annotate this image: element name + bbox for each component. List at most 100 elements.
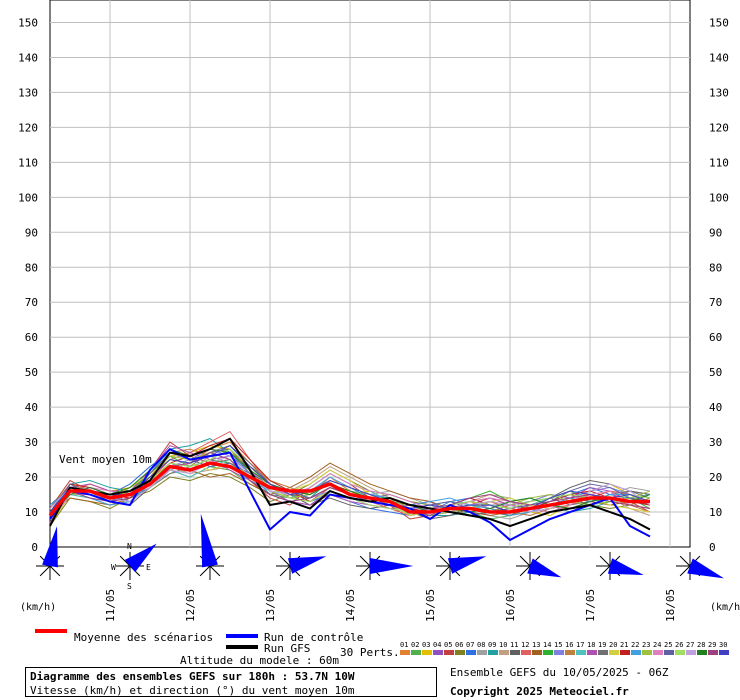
chart-subtitle: Vitesse (km/h) et direction (°) du vent … (30, 684, 355, 697)
rose-letter-n: N (127, 542, 132, 551)
annotation-vent-moyen: Vent moyen 10m (59, 453, 152, 466)
pert-legend-number: 24 (653, 641, 661, 649)
y-tick-label-left: 120 (18, 121, 38, 134)
pert-legend-number: 08 (477, 641, 485, 649)
pert-legend-swatch (510, 650, 520, 655)
mean-line (48, 461, 650, 517)
y-tick-label-left: 70 (25, 296, 38, 309)
rose-spoke (439, 565, 451, 577)
pert-legend-number: 21 (620, 641, 628, 649)
y-tick-label-left: 150 (18, 16, 38, 29)
pert-legend-number: 20 (609, 641, 617, 649)
ensemble-run-info: Ensemble GEFS du 10/05/2025 - 06Z (450, 666, 669, 679)
pert-legend-swatch (587, 650, 597, 655)
y-tick-label-right: 70 (709, 296, 722, 309)
pert-legend-swatch (697, 650, 707, 655)
pert-legend-swatch (631, 650, 641, 655)
pert-legend-swatch (455, 650, 465, 655)
pert-legend-number: 11 (510, 641, 518, 649)
pert-legend-number: 13 (532, 641, 540, 649)
legend-control-swatch (226, 634, 258, 638)
y-tick-label-right: 50 (709, 366, 722, 379)
pert-legend-number: 17 (576, 641, 584, 649)
wind-rose (196, 513, 224, 580)
rose-letter-w: W (111, 563, 116, 572)
model-altitude: Altitude du modele : 60m (180, 654, 339, 667)
pert-legend-swatch (466, 650, 476, 655)
wind-direction-wedge (124, 543, 157, 573)
pert-legend-swatch (554, 650, 564, 655)
wind-direction-wedge (200, 513, 218, 568)
pert-legend-swatch (499, 650, 509, 655)
y-tick-label-right: 20 (709, 471, 722, 484)
legend-control-label: Run de contrôle (264, 631, 363, 644)
wind-direction-wedge (607, 558, 644, 576)
wind-rose (276, 552, 327, 580)
pert-legend-number: 07 (466, 641, 474, 649)
pert-legend-number: 16 (565, 641, 573, 649)
date-tick-label: 18/05 (664, 589, 677, 622)
pert-legend-number: 18 (587, 641, 595, 649)
date-tick-label: 13/05 (264, 589, 277, 622)
wind-rose (596, 552, 644, 580)
date-tick-label: 15/05 (424, 589, 437, 622)
y-tick-label-right: 10 (709, 506, 722, 519)
pert-legend-swatch (411, 650, 421, 655)
rose-spoke (279, 555, 291, 567)
wind-direction-wedge (370, 558, 414, 574)
y-tick-label-left: 0 (31, 541, 38, 554)
y-tick-label-left: 10 (25, 506, 38, 519)
pert-legend-number: 15 (554, 641, 562, 649)
pert-legend-number: 10 (499, 641, 507, 649)
plot-frame (49, 0, 691, 548)
pert-legend-number: 25 (664, 641, 672, 649)
rose-spoke (519, 565, 531, 577)
pert-legend-swatch (686, 650, 696, 655)
chart-grid (49, 0, 691, 548)
rose-spoke (39, 565, 51, 577)
gfs-run-line (49, 437, 651, 531)
perturbation-line-30 (49, 444, 651, 513)
pert-legend-number: 22 (631, 641, 639, 649)
pert-legend-swatch (477, 650, 487, 655)
rose-spoke (679, 565, 691, 577)
pert-legend-number: 14 (543, 641, 551, 649)
wind-rose (116, 543, 157, 580)
pert-legend-swatch (653, 650, 663, 655)
wind-direction-wedge (42, 526, 58, 568)
legend-mean-label: Moyenne des scénarios (74, 631, 213, 644)
pert-legend-number: 02 (411, 641, 419, 649)
y-tick-label-left: 140 (18, 51, 38, 64)
rose-spoke (279, 565, 291, 577)
pert-legend-number: 28 (697, 641, 705, 649)
date-ticks: 11/05 12/05 13/05 14/05 15/05 16/05 17/05 18/05 (104, 589, 677, 622)
legend-gfs-swatch (226, 645, 258, 649)
y-tick-label-right: 150 (709, 16, 729, 29)
rose-spoke (49, 565, 61, 577)
y-tick-label-right: 30 (709, 436, 722, 449)
pert-legend-swatch (598, 650, 608, 655)
rose-spoke (209, 565, 221, 577)
pert-legend-number: 04 (433, 641, 441, 649)
rose-letter-s: S (127, 582, 132, 591)
date-tick-label: 17/05 (584, 589, 597, 622)
pert-legend-number: 29 (708, 641, 716, 649)
rose-spoke (119, 565, 131, 577)
y-tick-label-left: 130 (18, 86, 38, 99)
y-tick-label-right: 90 (709, 226, 722, 239)
y-tick-label-left: 80 (25, 261, 38, 274)
wind-rose (436, 552, 487, 580)
y-tick-label-right: 40 (709, 401, 722, 414)
rose-spoke (599, 555, 611, 567)
rose-spoke (439, 555, 451, 567)
unit-right: (km/h) (710, 602, 740, 613)
y-tick-label-left: 20 (25, 471, 38, 484)
y-tick-label-right: 80 (709, 261, 722, 274)
copyright: Copyright 2025 Meteociel.fr (450, 685, 629, 698)
wind-direction-wedge (287, 556, 327, 574)
chart-title: Diagramme des ensembles GEFS sur 180h : … (30, 670, 355, 683)
pert-legend-swatch (521, 650, 531, 655)
date-tick-label: 12/05 (184, 589, 197, 622)
pert-legend-number: 26 (675, 641, 683, 649)
y-tick-label-right: 130 (709, 86, 729, 99)
